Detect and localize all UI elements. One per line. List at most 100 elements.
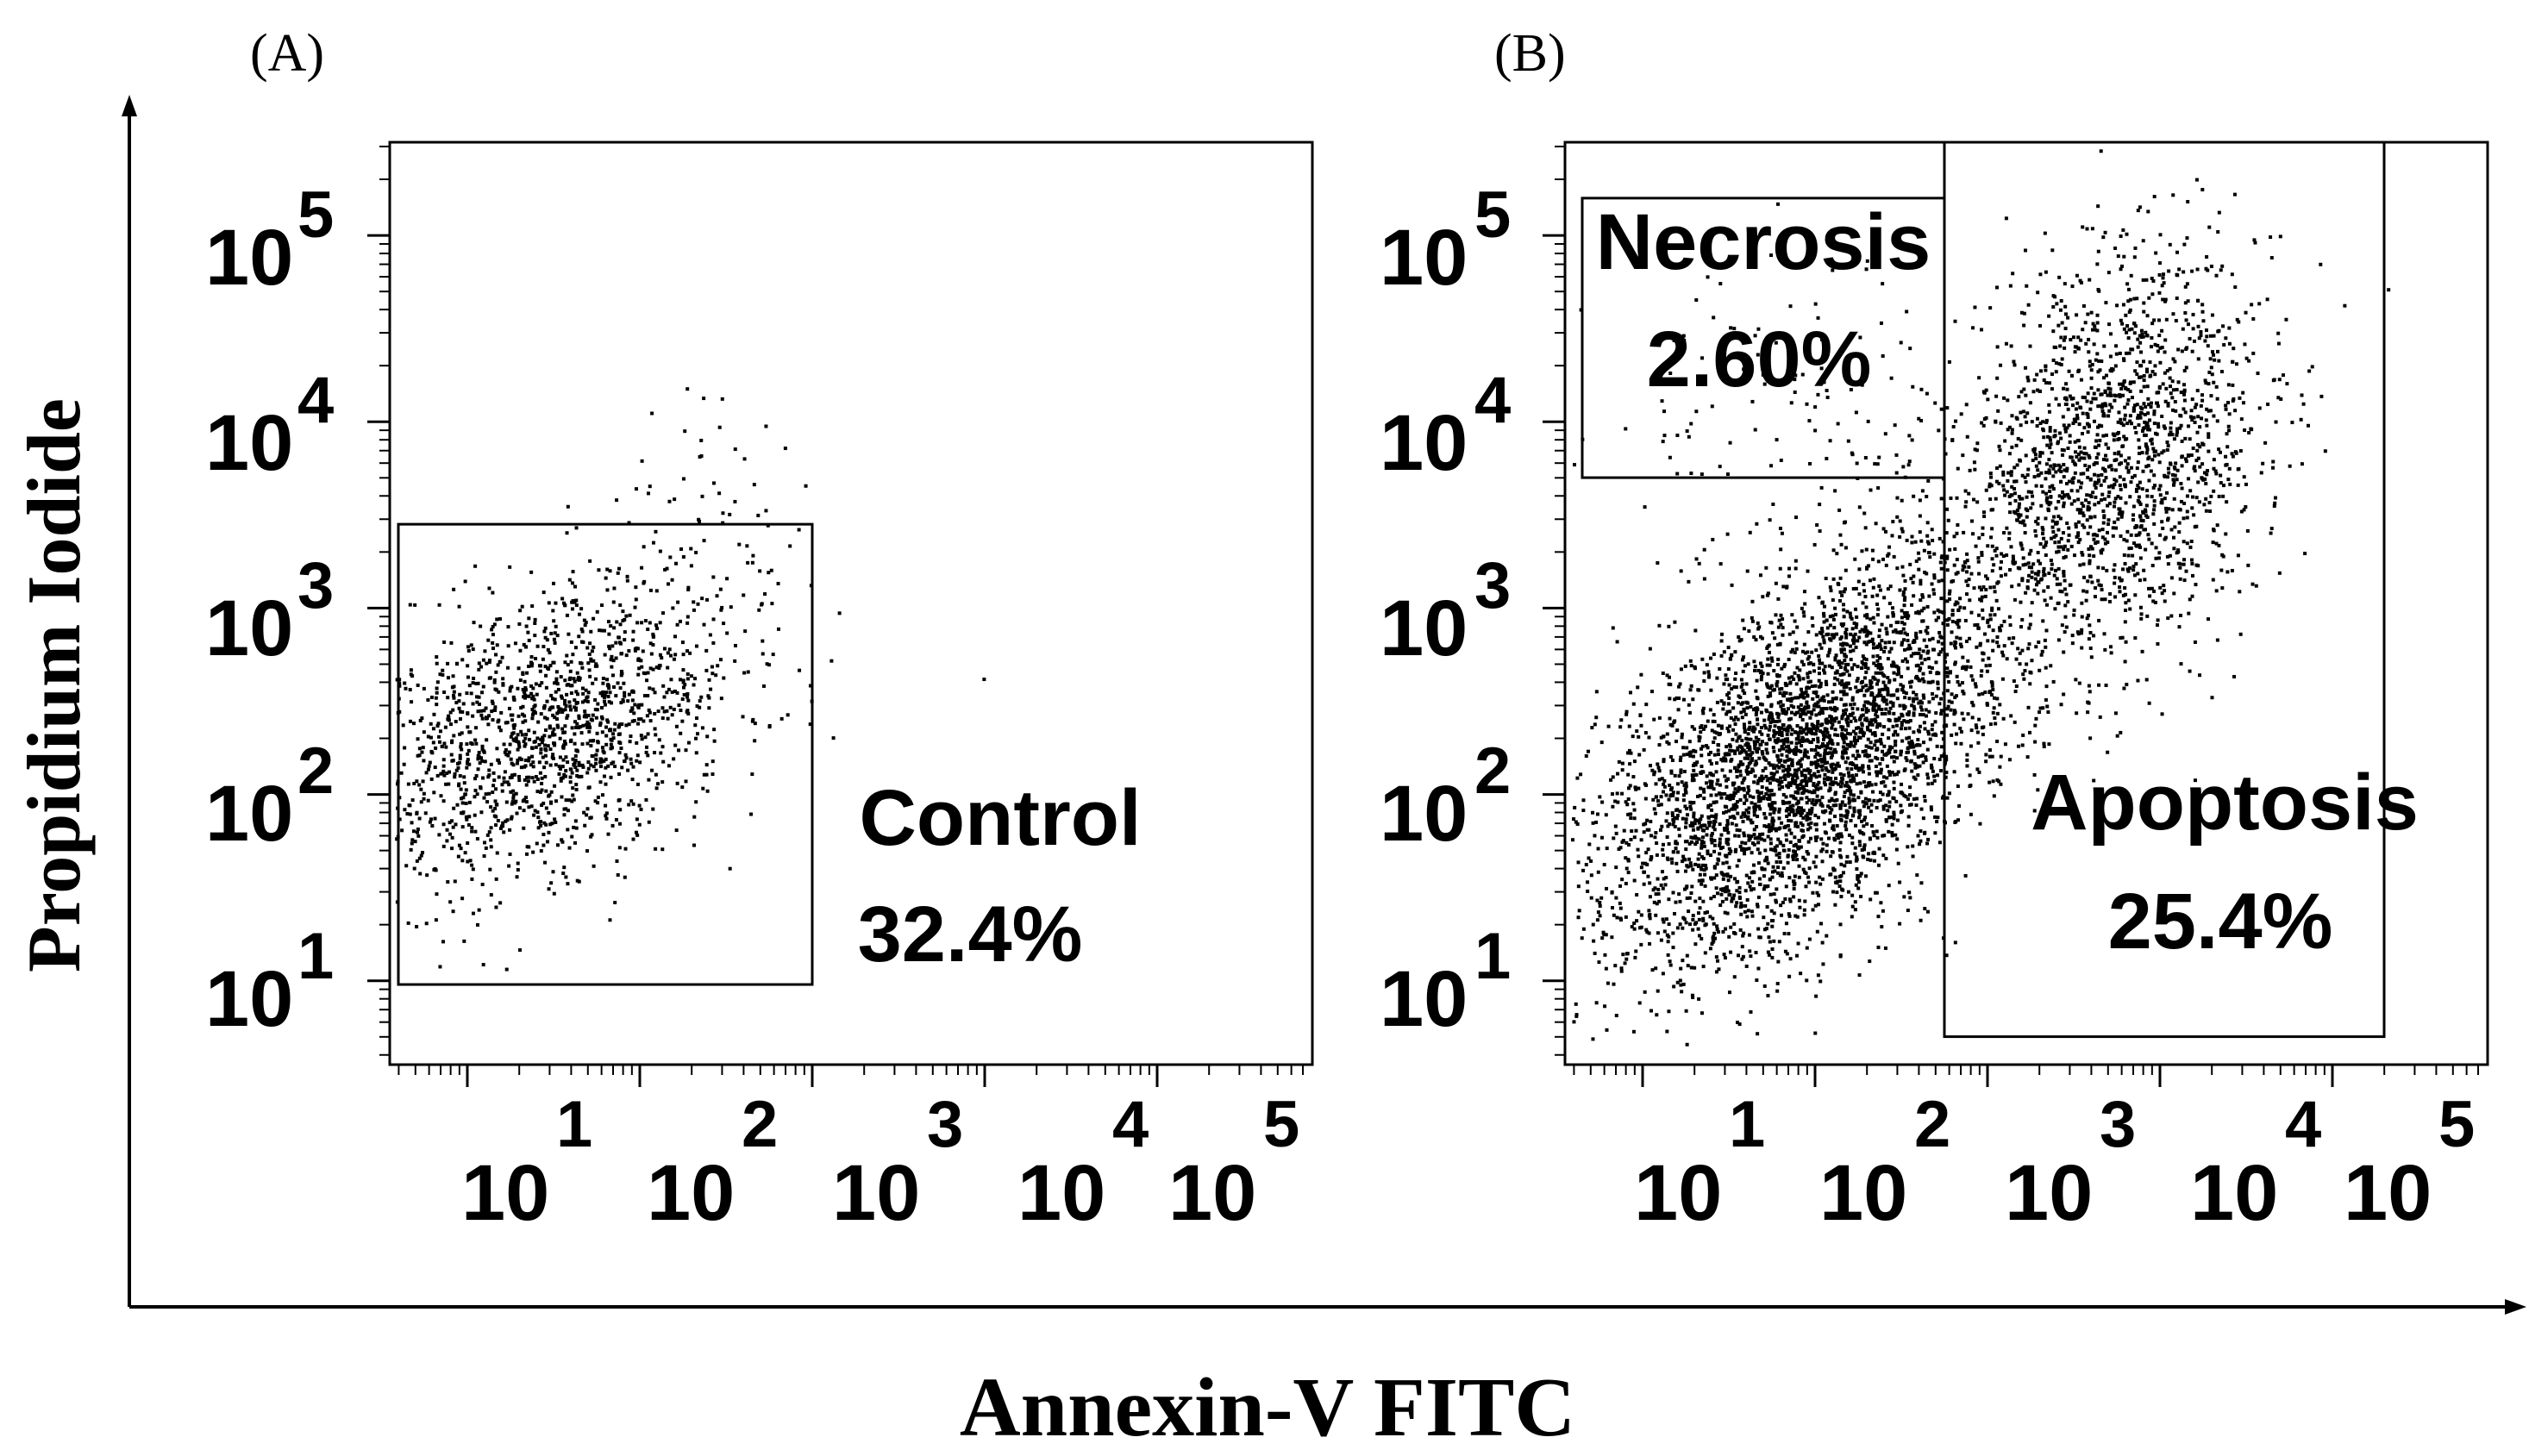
panel-b-event-live xyxy=(1825,776,1830,780)
panel-b-event-live xyxy=(1800,835,1805,840)
panel-b-event-live xyxy=(1868,721,1872,725)
panel-b-event-live xyxy=(1849,818,1853,822)
panel-b-event-live xyxy=(1838,840,1843,845)
panel-a-event-live xyxy=(563,660,567,665)
panel-b-event-live xyxy=(1760,664,1764,668)
panel-b-event-live xyxy=(1889,755,1894,759)
panel-b-event-live xyxy=(1685,896,1689,900)
panel-a-event-live xyxy=(410,674,415,678)
panel-a-event-live xyxy=(549,790,554,794)
panel-a-event-live xyxy=(469,643,473,647)
panel-b-event-live xyxy=(1788,899,1793,903)
panel-a-event-live xyxy=(466,822,471,827)
panel-a-event-live xyxy=(617,635,621,640)
panel-b-event-live xyxy=(1816,973,1820,978)
panel-b-event-live xyxy=(1747,847,1751,851)
panel-b-event-live xyxy=(1680,735,1684,740)
panel-b-event-live xyxy=(1801,663,1806,667)
panel-a-event-live xyxy=(660,847,665,852)
panel-b-event-live xyxy=(1840,672,1844,677)
panel-a-event-live xyxy=(751,553,755,558)
panel-b-event-live xyxy=(1821,962,1825,966)
panel-b-event-live xyxy=(1861,764,1865,768)
panel-b-event-live xyxy=(1908,680,1912,684)
panel-b-event-live xyxy=(1934,711,1938,716)
panel-b-event-live xyxy=(2016,744,2020,748)
panel-b-event-live xyxy=(1613,964,1618,968)
panel-a-event-live xyxy=(473,564,478,568)
panel-b-event-live xyxy=(1827,664,1831,668)
panel-b-event-live xyxy=(1798,740,1802,745)
panel-b-event-live xyxy=(1850,711,1855,716)
panel-a-event-live xyxy=(523,645,528,649)
panel-b-event-live xyxy=(1961,655,1965,659)
panel-a-event-live xyxy=(533,703,537,708)
panel-a-event-live xyxy=(559,675,563,679)
panel-a-event-live xyxy=(662,709,667,714)
panel-a-event-live xyxy=(519,729,523,734)
panel-a-event-stray xyxy=(746,560,750,565)
panel-b-event-live xyxy=(1840,683,1844,687)
panel-b-event-live xyxy=(1873,743,1877,747)
panel-b-event-live xyxy=(1750,851,1754,855)
panel-b-event-live xyxy=(1939,769,1944,773)
panel-a-event-stray xyxy=(685,387,690,391)
panel-a-event-live xyxy=(685,621,690,625)
panel-b-event-live xyxy=(1836,761,1840,765)
panel-a-event-live xyxy=(627,722,631,727)
panel-a-event-live xyxy=(466,859,470,864)
panel-b-event-live xyxy=(1649,1009,1653,1013)
panel-a-event-live xyxy=(450,759,454,763)
panel-b-event-live xyxy=(1817,666,1821,671)
panel-b-event-live xyxy=(1865,566,1869,571)
panel-a-event-live xyxy=(531,765,535,769)
panel-b-event-live xyxy=(1867,745,1871,749)
panel-b-event-live xyxy=(1732,685,1737,690)
panel-a-event-live xyxy=(542,821,547,825)
panel-b-event-live xyxy=(1838,576,1843,580)
panel-b-event-live xyxy=(1796,800,1800,804)
panel-b-event-live xyxy=(1574,1002,1578,1006)
panel-b-event-live xyxy=(1900,621,1905,625)
panel-a-event-live xyxy=(491,790,495,795)
panel-a-event-live xyxy=(607,686,611,691)
panel-b-event-live xyxy=(1881,804,1886,809)
panel-b-event-live xyxy=(1792,844,1796,848)
panel-b-event-live xyxy=(1848,687,1852,691)
panel-b-event-live xyxy=(1866,737,1870,741)
panel-b-event-live xyxy=(1825,768,1829,772)
panel-b-event-live xyxy=(1828,806,1832,810)
panel-b-event-live xyxy=(1611,804,1615,809)
panel-a-event-live xyxy=(560,696,564,700)
panel-b-event-live xyxy=(1785,801,1789,805)
panel-b-event-live xyxy=(1826,836,1831,840)
panel-b-event-live xyxy=(1832,719,1837,723)
panel-b-event-live xyxy=(1724,886,1728,890)
panel-b-event-live xyxy=(1787,847,1791,852)
panel-b-event-live xyxy=(2042,566,2046,571)
panel-b-event-live xyxy=(1891,796,1895,800)
panel-a-event-live xyxy=(489,826,493,830)
panel-b-event-live xyxy=(1681,816,1685,821)
panel-b-event-live xyxy=(1778,642,1782,647)
panel-b-event-live xyxy=(1892,554,1896,559)
panel-a-event-live xyxy=(553,817,557,822)
panel-b-event-live xyxy=(1647,909,1651,913)
panel-a-event-live xyxy=(640,703,644,707)
panel-b-event-live xyxy=(1894,740,1898,744)
panel-b-event-live xyxy=(1869,702,1874,706)
panel-b-event-live xyxy=(1624,800,1628,804)
panel-a-y-tick-1-exp: 1 xyxy=(297,920,334,993)
panel-b-event-live xyxy=(1771,778,1775,782)
panel-a-event-live xyxy=(658,663,662,667)
panel-b-event-live xyxy=(1697,878,1701,883)
panel-b-event-live xyxy=(1760,837,1764,841)
panel-b-event-live xyxy=(1909,653,1913,658)
panel-b-event-live xyxy=(1759,678,1763,682)
panel-a-event-live xyxy=(589,717,593,722)
panel-b-event-live xyxy=(1871,642,1875,647)
panel-a-event-live xyxy=(504,747,508,752)
panel-a-event-live xyxy=(561,745,566,749)
panel-b-event-live xyxy=(1923,830,1927,834)
panel-a-event-live xyxy=(546,840,550,844)
